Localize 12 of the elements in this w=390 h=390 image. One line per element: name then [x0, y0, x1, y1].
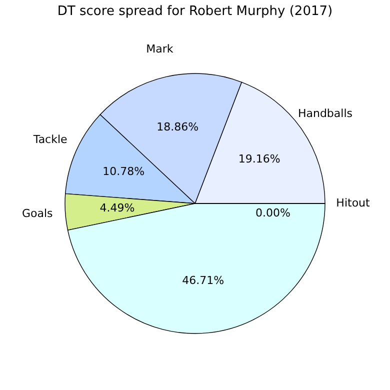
data-label: 46.71% — [182, 274, 224, 288]
data-label: 4.49% — [100, 202, 135, 215]
slice-label: Tackle — [32, 132, 68, 146]
chart-title: DT score spread for Robert Murphy (2017) — [57, 4, 333, 19]
data-label: 19.16% — [238, 152, 280, 166]
slice-label: Goals — [22, 206, 53, 220]
data-label: 10.78% — [102, 165, 145, 178]
text: 0.00% — [256, 206, 290, 220]
slice-label: Mark — [146, 42, 174, 56]
slice-label: Handballs — [298, 107, 353, 120]
data-label: 18.86% — [156, 120, 199, 134]
category-label: Hitout — [336, 196, 370, 210]
